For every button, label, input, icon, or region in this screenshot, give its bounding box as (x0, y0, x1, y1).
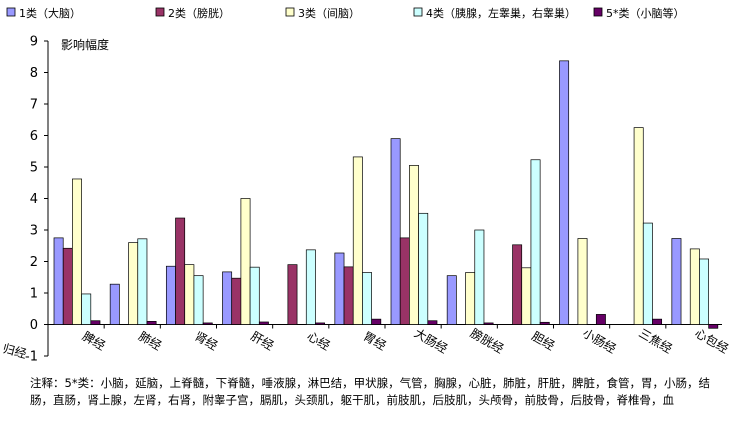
bar (530, 159, 541, 325)
legend-swatch (413, 7, 423, 17)
x-axis-note: 归经 (1, 341, 28, 361)
x-category-label: 脾经 (80, 328, 108, 353)
bar (483, 322, 494, 325)
bar (465, 272, 476, 325)
legend-swatch (6, 7, 16, 17)
y-tick-label: 3 (30, 224, 38, 239)
x-category-label: 肝经 (248, 329, 276, 353)
y-tick-label: 9 (30, 35, 38, 50)
x-category-label: 心经 (305, 329, 333, 353)
bar (315, 322, 326, 325)
legend-label: 3类（间脑） (298, 6, 360, 20)
legend-label: 2类（膀胱） (168, 6, 230, 20)
bar (287, 264, 298, 325)
bar (474, 229, 485, 325)
bar (371, 318, 382, 325)
bar (184, 264, 195, 325)
bar (90, 320, 101, 325)
bar (512, 244, 523, 325)
bar (175, 217, 186, 325)
bar (222, 271, 233, 325)
bar (334, 252, 345, 325)
bar (193, 275, 204, 325)
bar (595, 314, 606, 325)
bar (258, 321, 269, 325)
bar (165, 265, 176, 325)
legend-swatch (593, 7, 603, 17)
x-category-label: 三焦经 (636, 326, 674, 356)
bar (249, 266, 260, 325)
legend-label: 5*类（小脑等） (606, 6, 685, 20)
bar (137, 238, 148, 325)
bar (652, 318, 663, 325)
bar (305, 249, 316, 325)
y-tick-label: 8 (30, 66, 38, 81)
x-category-label: 大肠经 (412, 326, 450, 356)
bar (521, 267, 532, 325)
bar (633, 127, 644, 325)
bar (352, 156, 363, 325)
bar (427, 320, 438, 325)
bar (81, 293, 92, 325)
bar (128, 242, 139, 325)
bar (699, 258, 709, 325)
bar (343, 266, 354, 325)
bar (240, 198, 251, 325)
bar (62, 247, 73, 325)
x-category-label: 肺经 (136, 329, 164, 353)
bar (642, 222, 653, 325)
bar (539, 321, 550, 325)
y-tick-label: 1 (30, 287, 38, 302)
bar (689, 248, 700, 325)
x-category-label: 小肠经 (580, 326, 618, 356)
bar (362, 272, 372, 325)
bar (577, 238, 588, 325)
bar (202, 322, 213, 325)
bar (671, 238, 682, 325)
bar (399, 237, 410, 325)
y-tick-label: 6 (30, 129, 38, 144)
legend-swatch (285, 7, 295, 17)
chart-note: 注释：5*类：小脑，延脑，上脊髓，下脊髓，唾液腺，淋巴结，甲状腺，气管，胸腺，心… (30, 376, 711, 407)
y-tick-label: 4 (30, 192, 38, 207)
bar (53, 237, 64, 325)
legend-swatch (155, 7, 165, 17)
legend: 1类（大脑） 2类（膀胱） 3类（间脑） 4类（胰腺，左睾巢，右睾巢） 5*类（小脑等） (6, 6, 685, 20)
bar (418, 212, 429, 325)
x-category-label: 肾经 (192, 329, 220, 353)
bar (231, 277, 242, 325)
bar (146, 321, 157, 325)
bar (708, 324, 719, 329)
bar (109, 283, 120, 325)
y-axis-title: 影响幅度 (61, 37, 109, 52)
y-tick-label: -1 (25, 350, 38, 365)
y-tick-label: 5 (30, 161, 38, 176)
x-category-label: 胃经 (361, 329, 389, 353)
y-tick-label: 0 (30, 318, 38, 333)
x-category-label: 胆经 (529, 329, 557, 353)
bar (559, 60, 570, 325)
legend-label: 4类（胰腺，左睾巢，右睾巢） (426, 6, 576, 20)
y-tick-label: 2 (30, 255, 38, 270)
bar (446, 275, 457, 325)
x-category-label: 膀胱经 (468, 325, 507, 356)
bar (72, 178, 82, 325)
x-category-label: 心包经 (693, 326, 731, 356)
bar (390, 138, 401, 325)
y-tick-label: 7 (30, 98, 38, 113)
legend-label: 1类（大脑） (19, 6, 81, 20)
bar (409, 165, 419, 325)
